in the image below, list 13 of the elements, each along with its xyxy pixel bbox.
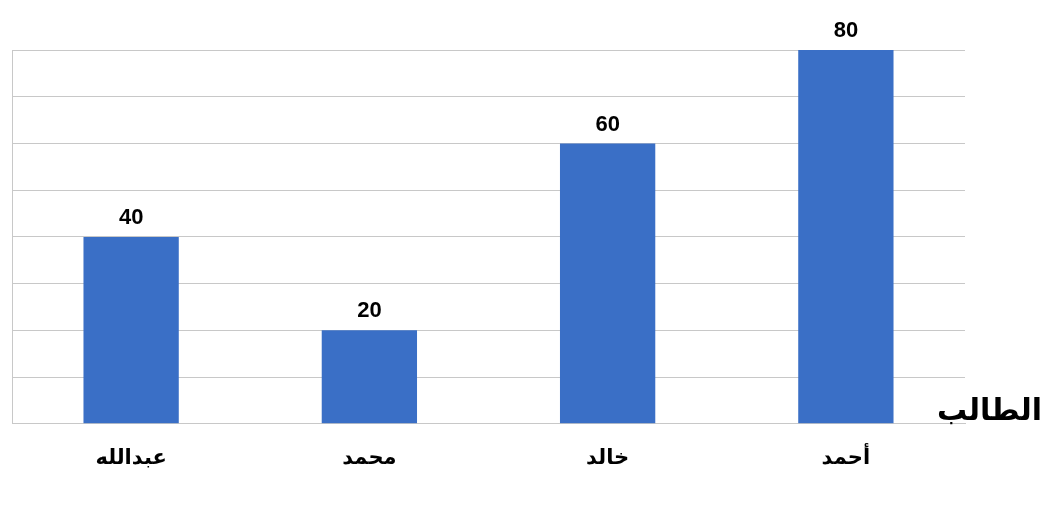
x-tick-label: أحمد bbox=[821, 441, 871, 469]
data-label: 80 bbox=[833, 17, 859, 43]
x-tick-label: محمد bbox=[342, 444, 397, 469]
bar bbox=[83, 236, 179, 424]
x-axis-title: الطالب bbox=[936, 391, 1042, 427]
x-tick-label: عبدالله bbox=[95, 444, 167, 469]
data-label: 20 bbox=[357, 297, 382, 323]
bar bbox=[798, 50, 894, 424]
data-label: 40 bbox=[118, 203, 144, 229]
x-tick-label: خالد bbox=[586, 444, 630, 469]
data-label: 60 bbox=[595, 110, 620, 136]
bar bbox=[321, 330, 418, 424]
bar bbox=[559, 143, 656, 424]
